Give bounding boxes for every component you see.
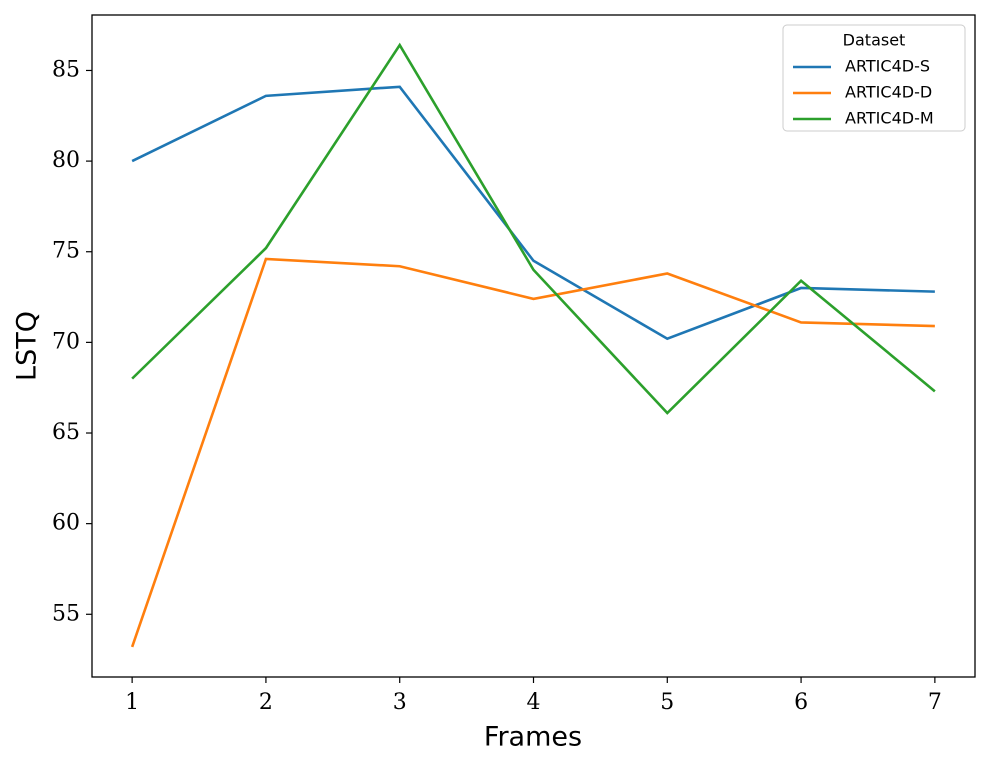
y-tick-label: 60 (52, 511, 80, 536)
y-tick-label: 65 (52, 420, 80, 445)
legend-label: ARTIC4D-S (845, 57, 930, 76)
y-tick-label: 85 (52, 57, 80, 82)
x-axis-label: Frames (484, 722, 582, 753)
y-tick-label: 80 (52, 148, 80, 173)
legend-label: ARTIC4D-M (845, 109, 934, 128)
series-line (130, 257, 935, 648)
x-tick-label: 4 (527, 690, 541, 715)
legend-title: Dataset (843, 31, 906, 50)
series-line (131, 42, 936, 415)
legend-label: ARTIC4D-D (845, 83, 932, 102)
x-tick-label: 7 (928, 690, 942, 715)
x-tick-label: 1 (125, 690, 139, 715)
legend-box (782, 24, 966, 132)
x-tick-label: 2 (259, 690, 273, 715)
x-tick-label: 3 (393, 690, 407, 715)
x-tick-label: 6 (794, 690, 808, 715)
x-tick-label: 5 (660, 690, 674, 715)
y-tick-label: 70 (52, 329, 80, 354)
y-tick-label: 55 (52, 601, 80, 626)
y-axis-label: LSTQ (12, 311, 43, 381)
y-tick-label: 75 (52, 239, 80, 264)
series-line (131, 85, 935, 341)
